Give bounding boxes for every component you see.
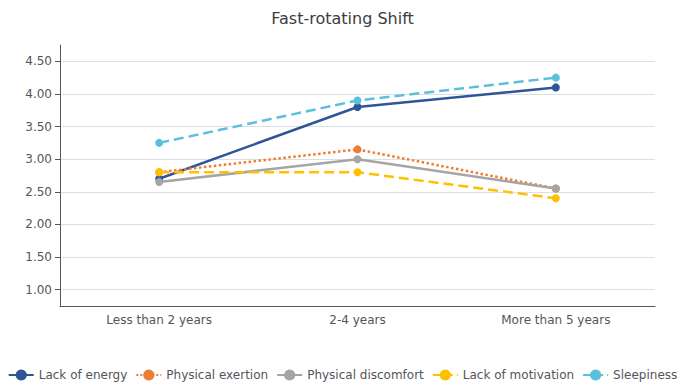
- svg-text:Physical exertion: Physical exertion: [166, 368, 268, 382]
- svg-text:Lack of motivation: Lack of motivation: [463, 368, 574, 382]
- svg-text:2-4 years: 2-4 years: [329, 313, 385, 327]
- svg-text:More than 5 years: More than 5 years: [501, 313, 610, 327]
- svg-text:3.50: 3.50: [25, 120, 52, 134]
- svg-text:1.50: 1.50: [25, 250, 52, 264]
- svg-text:Lack of energy: Lack of energy: [39, 368, 128, 382]
- svg-text:2.00: 2.00: [25, 217, 52, 231]
- svg-text:Fast-rotating Shift: Fast-rotating Shift: [271, 9, 413, 28]
- svg-text:1.00: 1.00: [25, 283, 52, 297]
- svg-text:4.50: 4.50: [25, 54, 52, 68]
- svg-text:2.50: 2.50: [25, 185, 52, 199]
- svg-text:Less than 2 years: Less than 2 years: [106, 313, 212, 327]
- svg-text:3.00: 3.00: [25, 152, 52, 166]
- svg-text:Sleepiness: Sleepiness: [613, 368, 677, 382]
- svg-text:Physical discomfort: Physical discomfort: [307, 368, 424, 382]
- svg-text:4.00: 4.00: [25, 87, 52, 101]
